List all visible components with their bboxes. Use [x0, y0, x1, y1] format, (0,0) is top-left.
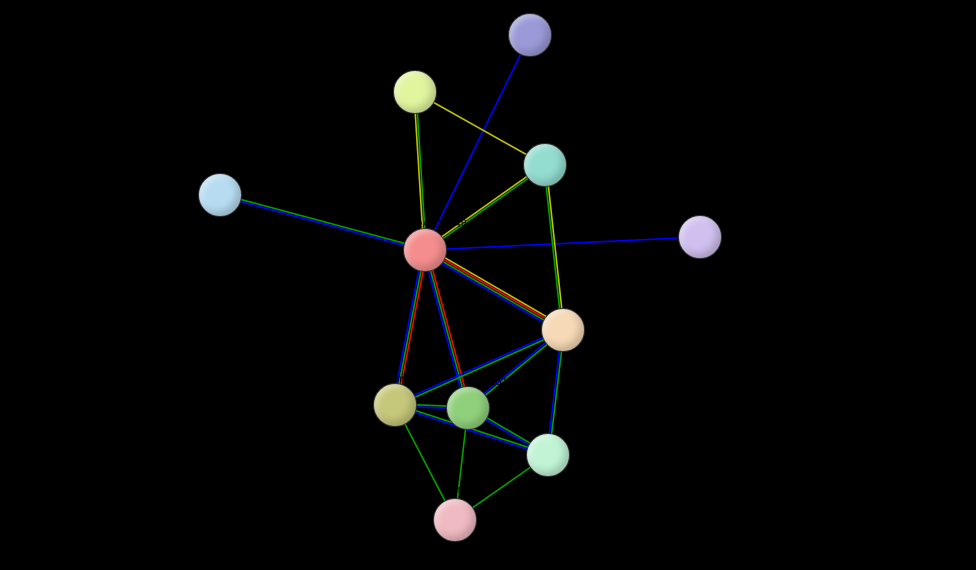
network-edges-layer	[0, 0, 976, 570]
node-circle[interactable]	[526, 433, 570, 477]
edge-OAZ15146_1-cmk	[220, 196, 425, 251]
node-OAZ15396_1[interactable]: OAZ15396.1	[678, 215, 722, 259]
node-circle[interactable]	[678, 215, 722, 259]
node-OAZ15144_1[interactable]: OAZ15144.1	[526, 433, 570, 477]
edge-OAZ15146_1-OAZ15143_1	[425, 250, 468, 408]
node-circle[interactable]	[198, 173, 242, 217]
node-miaB[interactable]: miaB	[373, 383, 417, 427]
edge-OAZ12832_1-OAZ15147_1	[544, 165, 562, 330]
edge-OAZ12832_1-OAZ15147_1	[546, 165, 564, 330]
node-circle[interactable]	[373, 383, 417, 427]
node-circle[interactable]	[523, 143, 567, 187]
node-OAZ13203_1[interactable]: OAZ13203.1	[393, 70, 437, 114]
edge-OAZ15146_1-miaB	[395, 250, 425, 405]
node-OAZ12832_1[interactable]: OAZ12832.1	[523, 143, 567, 187]
node-circle[interactable]	[508, 13, 552, 57]
node-circle[interactable]	[433, 498, 477, 542]
node-fur[interactable]: fur	[433, 498, 477, 542]
node-circle[interactable]	[403, 228, 447, 272]
node-OAZ15143_1[interactable]: OAZ15143.1	[446, 386, 490, 430]
node-circle[interactable]	[541, 308, 585, 352]
edge-OAZ15146_1-clpX	[425, 35, 530, 250]
edge-OAZ15146_1-OAZ13203_1	[414, 92, 424, 250]
node-circle[interactable]	[446, 386, 490, 430]
node-circle[interactable]	[393, 70, 437, 114]
node-OAZ15146_1[interactable]: OAZ15146.1	[403, 228, 447, 272]
edge-OAZ15146_1-miaB	[393, 250, 423, 405]
node-OAZ15147_1[interactable]: OAZ15147.1	[541, 308, 585, 352]
edge-OAZ15146_1-OAZ15396_1	[425, 237, 700, 250]
node-clpX[interactable]: clpX	[508, 13, 552, 57]
network-diagram: clpX OAZ13203.1 OAZ12832.1 cmk OAZ15146.1 OAZ…	[0, 0, 976, 570]
node-cmk[interactable]: cmk	[198, 173, 242, 217]
edge-OAZ15146_1-OAZ13203_1	[416, 92, 426, 250]
edge-OAZ15146_1-cmk	[220, 194, 425, 249]
